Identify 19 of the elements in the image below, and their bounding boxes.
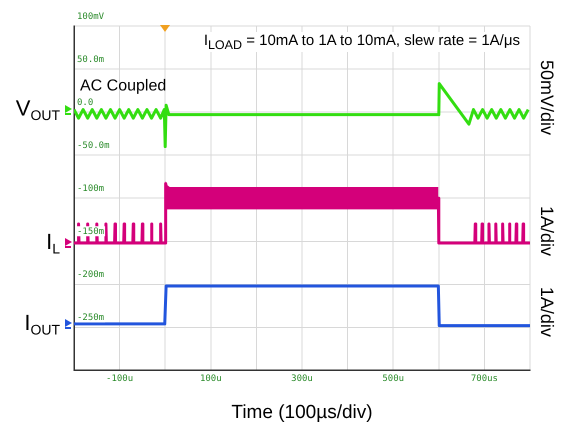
annotation: AC Coupled [80, 78, 166, 95]
text: 50mV/div [537, 60, 558, 136]
text: 1A/div [537, 206, 558, 256]
x-tick-label: 300u [291, 374, 313, 384]
x-tick-label: 100u [200, 374, 222, 384]
y-tick-label: -200m [77, 270, 104, 280]
text: I$_{LOAD}$ = 10mA to 1A to 10mA, slew rate = 1A/μs [204, 32, 520, 52]
y-tick-label: -150m [77, 227, 104, 238]
y-tick-label: -100m [77, 184, 104, 194]
y-tick-label: -250m [77, 313, 104, 324]
y-tick-label: 50.0m [77, 54, 104, 65]
x-tick-label: 500u [382, 374, 404, 384]
x-axis-title: Time (100µs/div) [231, 402, 373, 423]
x-tick-label: -100u [106, 374, 134, 384]
y-tick-label: -50.0m [77, 140, 110, 151]
text: 1A/div [537, 286, 558, 337]
y-tick-label: 100mV [77, 12, 105, 22]
x-tick-label: 700us [470, 374, 498, 384]
y-tick-label: 0.0 [77, 98, 94, 108]
